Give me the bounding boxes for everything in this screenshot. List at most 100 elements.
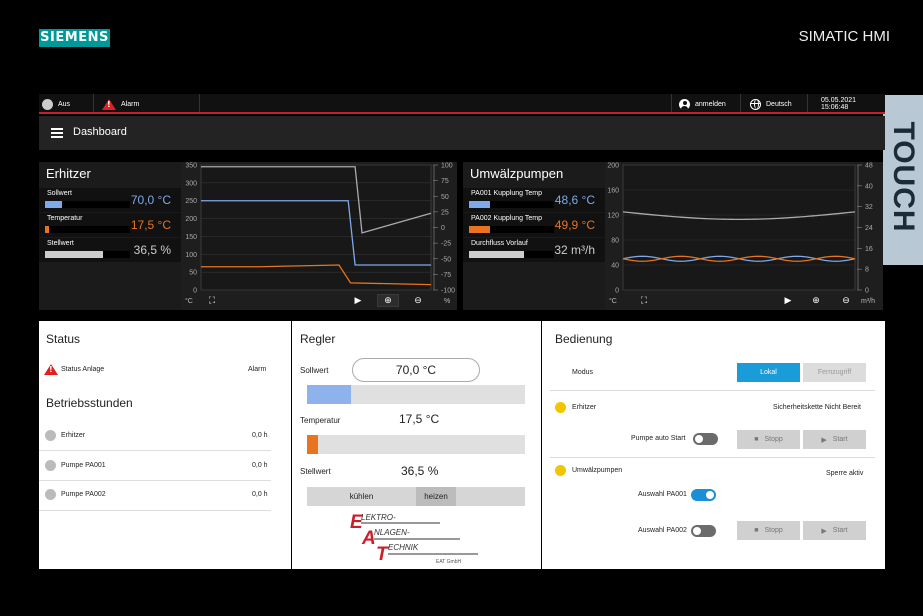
y-right-unit: %	[444, 298, 451, 305]
user-icon	[679, 98, 690, 110]
erhitzer-stop-button[interactable]: ■ Stopp	[737, 430, 800, 449]
erhitzer-start-button[interactable]: ▶ Start	[803, 430, 866, 449]
toggle-knob	[706, 491, 714, 499]
logo-initial: T	[376, 544, 389, 565]
logo-initial: A	[361, 528, 376, 549]
logo-initial: E	[350, 513, 364, 533]
heat-segment[interactable]: heizen	[416, 487, 456, 506]
var-bar	[45, 251, 130, 258]
datetime-label: 05.05.2021 15:06:48	[821, 97, 857, 111]
y-right-unit: m³/h	[861, 298, 875, 305]
y-right-tick-label: 0	[441, 225, 445, 232]
cool-segment[interactable]: kühlen	[307, 487, 416, 506]
erhitzer-sollwert-row: Sollwert 70,0 °C	[39, 188, 181, 212]
logo-sub: EAT GmbH	[436, 559, 461, 565]
start-label: Start	[832, 527, 848, 534]
var-value: 48,6 °C	[554, 193, 595, 207]
y-right-tick-label: -75	[441, 272, 451, 279]
pumpe-auto-start-toggle[interactable]	[693, 433, 718, 445]
hours-value: 0,0 h	[252, 432, 268, 439]
navigation-bar: Dashboard	[39, 116, 885, 150]
y-left-tick-label: 160	[607, 188, 619, 195]
temperatur-value: 17,5 °C	[399, 412, 440, 426]
logo-word: NLAGEN-	[374, 528, 410, 537]
erhitzer-trend-svg: 3503002502001501005001007550250-25-50-75…	[185, 163, 455, 295]
alarm-icon	[44, 364, 58, 375]
var-bar-fill	[45, 201, 62, 208]
var-bar	[45, 201, 130, 208]
sollwert-input[interactable]: 70,0 °C	[352, 358, 480, 382]
divider	[199, 94, 200, 112]
fullscreen-icon[interactable]: ⛶	[640, 295, 648, 305]
fullscreen-icon[interactable]: ⛶	[208, 295, 216, 305]
alarm-icon	[102, 98, 116, 110]
sollwert-bar-fill	[307, 385, 351, 404]
pa002-toggle[interactable]	[691, 525, 716, 537]
y-right-tick-label: 75	[441, 178, 449, 185]
globe-icon	[750, 98, 761, 110]
product-name: SIMATIC HMI	[798, 28, 890, 45]
stop-label: Stopp	[764, 527, 783, 534]
pumpen-start-button[interactable]: ▶ Start	[803, 521, 866, 540]
series-line	[201, 264, 432, 286]
modus-label: Modus	[572, 369, 594, 376]
zoom-out-icon[interactable]: ⊖	[414, 295, 422, 305]
y-right-tick-label: 24	[865, 225, 873, 232]
y-left-unit: °C	[185, 298, 193, 305]
datetime: 05.05.2021 15:06:48	[821, 94, 885, 114]
stellwert-value: 36,5 %	[401, 464, 439, 478]
umwaelzpumpen-panel: Umwälzpumpen PA001 Kupplung Temp 48,6 °C…	[463, 162, 605, 310]
y-left-tick-label: 120	[607, 213, 619, 220]
y-right-tick-label: -100	[441, 288, 455, 295]
var-bar	[469, 201, 554, 208]
system-status[interactable]: Aus	[42, 94, 70, 114]
pumpen-stop-button[interactable]: ■ Stopp	[737, 521, 800, 540]
stop-icon: ■	[754, 527, 759, 534]
menu-icon[interactable]	[51, 128, 63, 138]
divider	[740, 94, 741, 112]
hours-label: Pumpe PA001	[61, 462, 106, 469]
play-icon: ▶	[821, 527, 827, 535]
language-button[interactable]: Deutsch	[750, 94, 792, 114]
hours-value: 0,0 h	[252, 462, 268, 469]
var-label: Sollwert	[47, 190, 72, 197]
pa001-toggle[interactable]	[691, 489, 716, 501]
touch-label: TOUCH	[887, 121, 920, 233]
divider	[671, 94, 672, 112]
regler-title: Regler	[300, 332, 336, 346]
divider	[550, 457, 875, 458]
lokal-button[interactable]: Lokal	[737, 363, 800, 382]
alarm-label: Alarm	[121, 100, 140, 108]
bedienung-panel: Bedienung Modus Lokal Fernzugriff Erhitz…	[542, 321, 885, 569]
zoom-in-icon[interactable]: ⊕	[812, 295, 820, 305]
divider	[93, 94, 94, 112]
divider	[39, 510, 271, 511]
plot-area	[622, 164, 856, 291]
pa002-temp-row: PA002 Kupplung Temp 49,9 °C	[463, 213, 605, 237]
y-left-tick-label: 350	[185, 163, 197, 170]
start-label: Start	[832, 436, 848, 443]
fernzugriff-button[interactable]: Fernzugriff	[803, 363, 866, 382]
status-dot-icon	[42, 98, 53, 110]
login-button[interactable]: anmelden	[679, 94, 726, 114]
var-bar-fill	[45, 226, 50, 233]
y-left-tick-label: 100	[185, 252, 197, 259]
zoom-in-icon[interactable]: ⊕	[377, 294, 399, 307]
y-left-tick-label: 40	[611, 263, 619, 270]
series-line	[201, 200, 431, 266]
var-bar-fill	[469, 201, 491, 208]
erhitzer-title: Erhitzer	[46, 166, 91, 181]
hours-label: Pumpe PA002	[61, 491, 106, 498]
umwaelzpumpen-status-dot-icon	[555, 465, 566, 476]
alarm-indicator[interactable]: Alarm	[102, 94, 139, 114]
play-icon[interactable]: ▶︎	[354, 295, 362, 305]
y-left-tick-label: 300	[185, 180, 197, 187]
play-icon[interactable]: ▶︎	[784, 295, 792, 305]
status-panel: Status Status Anlage Alarm Betriebsstund…	[39, 321, 291, 569]
status-anlage-label: Status Anlage	[61, 366, 105, 373]
var-value: 17,5 °C	[130, 218, 171, 232]
status-dot-icon	[45, 430, 56, 441]
var-bar	[469, 251, 554, 258]
zoom-out-icon[interactable]: ⊖	[842, 295, 850, 305]
erhitzer-status-text: Sicherheitskette Nicht Bereit	[773, 404, 861, 411]
